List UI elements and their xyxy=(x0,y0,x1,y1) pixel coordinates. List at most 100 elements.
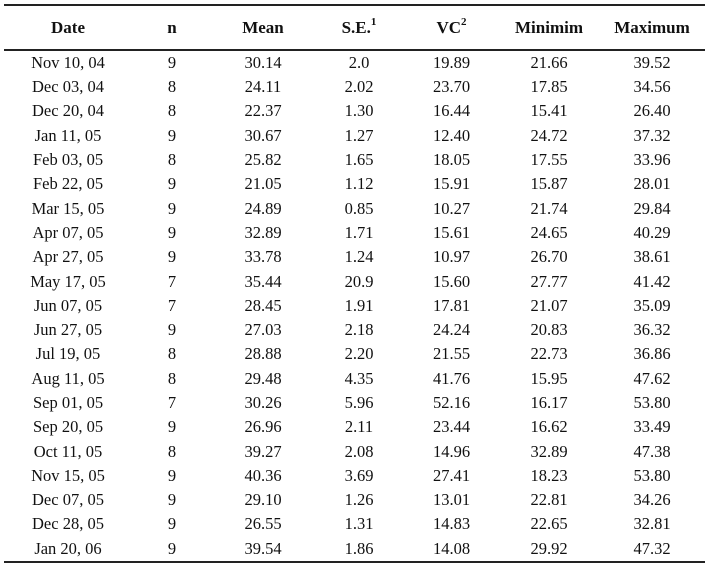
cell-se: 1.12 xyxy=(344,174,374,194)
header-vc-footnote: 2 xyxy=(461,15,467,28)
header-se-footnote: 1 xyxy=(370,15,377,28)
cell-vc: 14.96 xyxy=(432,441,471,461)
cell-mean: 30.26 xyxy=(244,393,282,412)
cell-mean: 27.03 xyxy=(244,320,282,340)
cell-mean: 30.14 xyxy=(244,53,282,72)
cell-vc: 14.83 xyxy=(432,514,471,534)
cell-date: Mar 15, 05 xyxy=(31,198,105,218)
cell-max: 47.38 xyxy=(633,441,671,461)
cell-min: 20.83 xyxy=(530,320,568,340)
cell-date: May 17, 05 xyxy=(30,271,106,291)
cell-n: 9 xyxy=(167,320,177,340)
cell-min: 24.72 xyxy=(530,125,568,145)
table-row: Jan 11, 05 9 30.67 1.27 12.40 24.72 37.32 xyxy=(4,124,705,148)
cell-se: 2.18 xyxy=(344,320,374,340)
table-header: Date n Mean S.E.1 VC2 Minimim Maximum xyxy=(4,4,705,51)
cell-min: 17.85 xyxy=(530,77,568,97)
cell-vc: 10.97 xyxy=(432,247,471,267)
cell-min: 16.62 xyxy=(530,417,568,437)
table-row: Nov 15, 05 9 40.36 3.69 27.41 18.23 53.80 xyxy=(4,464,705,488)
cell-se: 1.30 xyxy=(344,101,374,121)
cell-vc: 21.55 xyxy=(432,344,471,364)
cell-se: 0.85 xyxy=(344,198,374,218)
cell-vc: 17.81 xyxy=(432,295,471,315)
cell-max: 34.56 xyxy=(633,77,671,97)
table-row: Dec 07, 05 9 29.10 1.26 13.01 22.81 34.26 xyxy=(4,488,705,512)
cell-max: 37.32 xyxy=(633,125,671,145)
cell-n: 9 xyxy=(167,198,177,218)
cell-vc: 23.44 xyxy=(432,417,471,437)
header-n: n xyxy=(132,4,212,51)
cell-vc: 12.40 xyxy=(432,125,471,145)
cell-min: 17.55 xyxy=(530,150,568,170)
table-row: May 17, 05 7 35.44 20.9 15.60 27.77 41.42 xyxy=(4,269,705,293)
header-vc-label: VC xyxy=(436,17,462,37)
cell-vc: 15.60 xyxy=(432,271,471,291)
cell-max: 34.26 xyxy=(633,490,671,510)
cell-n: 7 xyxy=(167,295,177,315)
cell-n: 9 xyxy=(167,247,177,267)
cell-se: 1.71 xyxy=(344,222,374,242)
cell-min: 18.23 xyxy=(530,465,568,485)
cell-date: Sep 20, 05 xyxy=(32,417,104,437)
cell-date: Jun 07, 05 xyxy=(33,295,103,315)
table-row: Dec 28, 05 9 26.55 1.31 14.83 22.65 32.81 xyxy=(4,512,705,536)
cell-n: 9 xyxy=(167,417,177,437)
cell-vc: 14.08 xyxy=(404,536,499,563)
statistics-table-container: Date n Mean S.E.1 VC2 Minimim Maximum No… xyxy=(4,4,705,563)
cell-vc: 23.70 xyxy=(432,77,471,97)
cell-se: 5.96 xyxy=(344,393,374,412)
cell-mean: 39.27 xyxy=(244,441,282,461)
table-row: Dec 20, 04 8 22.37 1.30 16.44 15.41 26.40 xyxy=(4,99,705,123)
cell-date: Jul 19, 05 xyxy=(35,344,101,364)
cell-vc: 13.01 xyxy=(432,490,471,510)
cell-max: 53.80 xyxy=(633,393,671,412)
cell-se: 1.26 xyxy=(344,490,374,510)
cell-n: 8 xyxy=(167,77,177,97)
cell-min: 15.87 xyxy=(530,174,568,194)
cell-se: 2.0 xyxy=(348,53,370,72)
cell-max: 28.01 xyxy=(633,174,671,194)
cell-date: Sep 01, 05 xyxy=(32,393,104,412)
header-mean: Mean xyxy=(212,4,314,51)
cell-mean: 26.96 xyxy=(244,417,282,437)
header-se: S.E.1 xyxy=(314,4,404,51)
cell-mean: 39.54 xyxy=(212,536,314,563)
cell-mean: 22.37 xyxy=(244,101,282,121)
cell-min: 21.07 xyxy=(530,295,568,315)
header-row: Date n Mean S.E.1 VC2 Minimim Maximum xyxy=(4,4,705,51)
cell-date: Dec 07, 05 xyxy=(32,490,104,510)
header-se-label: S.E. xyxy=(341,17,371,37)
table-row: Nov 10, 04 9 30.14 2.0 19.89 21.66 39.52 xyxy=(4,50,705,75)
cell-mean: 35.44 xyxy=(244,271,282,291)
cell-date: Feb 03, 05 xyxy=(32,150,104,170)
cell-n: 7 xyxy=(167,393,177,412)
cell-date: Dec 20, 04 xyxy=(32,101,104,121)
cell-vc: 15.91 xyxy=(432,174,471,194)
table-row: Mar 15, 05 9 24.89 0.85 10.27 21.74 29.84 xyxy=(4,196,705,220)
table-row: Jun 07, 05 7 28.45 1.91 17.81 21.07 35.09 xyxy=(4,294,705,318)
cell-n: 8 xyxy=(167,441,177,461)
cell-min: 29.92 xyxy=(499,536,599,563)
table-row: Jul 19, 05 8 28.88 2.20 21.55 22.73 36.86 xyxy=(4,342,705,366)
cell-vc: 41.76 xyxy=(432,368,471,388)
cell-vc: 18.05 xyxy=(432,150,471,170)
cell-date: Apr 27, 05 xyxy=(32,247,104,267)
cell-date: Apr 07, 05 xyxy=(32,222,104,242)
cell-date: Nov 15, 05 xyxy=(31,465,105,485)
cell-date: Jan 11, 05 xyxy=(34,125,102,145)
cell-mean: 30.67 xyxy=(244,125,282,145)
cell-mean: 32.89 xyxy=(244,222,282,242)
cell-date: Jun 27, 05 xyxy=(33,320,103,340)
cell-se: 3.69 xyxy=(344,465,374,485)
cell-max: 35.09 xyxy=(633,295,671,315)
cell-n: 8 xyxy=(167,344,177,364)
cell-n: 9 xyxy=(167,53,177,72)
cell-max: 53.80 xyxy=(633,465,671,485)
cell-date: Nov 10, 04 xyxy=(31,53,105,72)
table-row: Oct 11, 05 8 39.27 2.08 14.96 32.89 47.38 xyxy=(4,439,705,463)
cell-max: 41.42 xyxy=(633,271,671,291)
cell-se: 1.31 xyxy=(344,514,374,534)
cell-min: 26.70 xyxy=(530,247,568,267)
cell-min: 24.65 xyxy=(530,222,568,242)
